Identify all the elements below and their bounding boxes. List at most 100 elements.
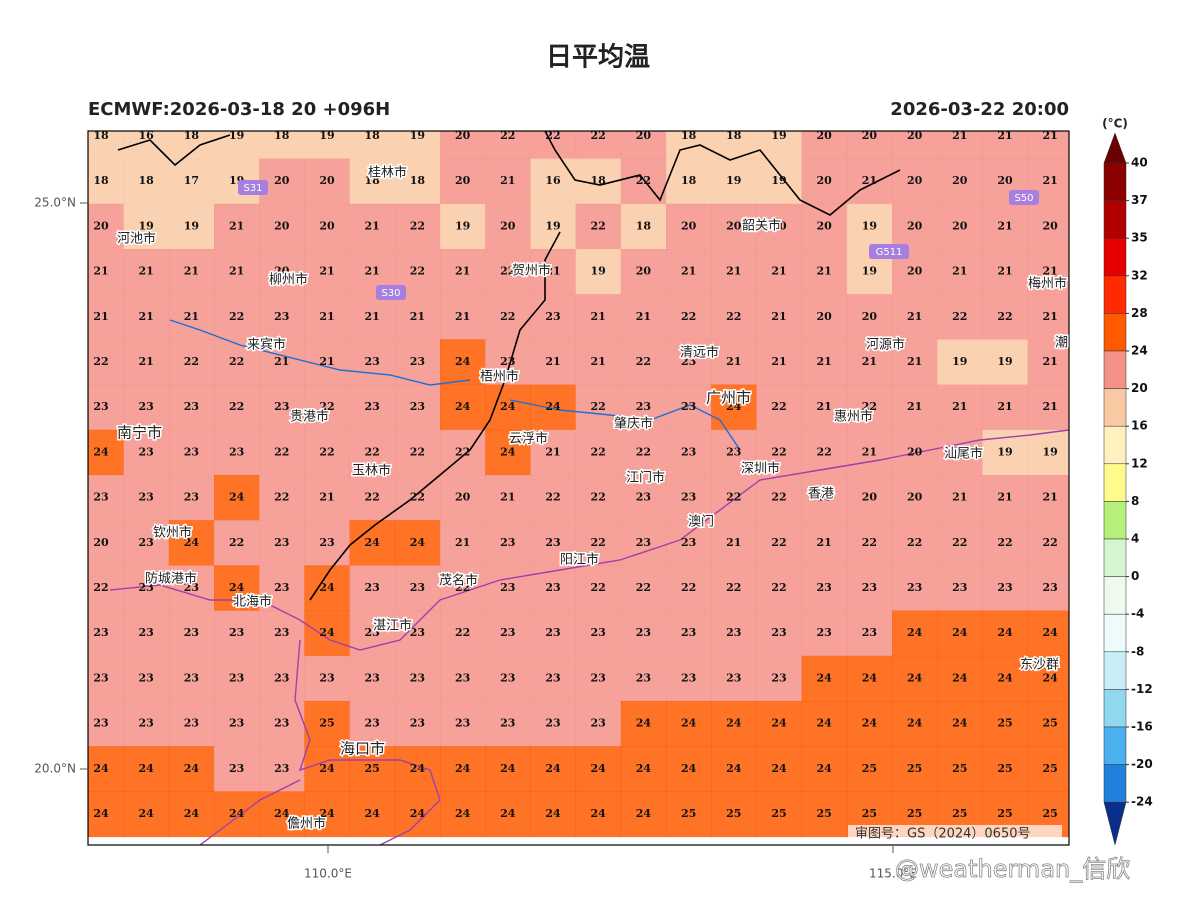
grid-value: 22 (500, 310, 515, 323)
grid-value: 21 (681, 265, 696, 278)
field-cell (666, 520, 712, 566)
field-cell (575, 384, 622, 431)
field-cell (575, 429, 622, 476)
road-shield (869, 244, 909, 259)
grid-value: 23 (952, 581, 967, 594)
field-cell (485, 384, 531, 431)
grid-value: 23 (319, 671, 334, 684)
field-cell (88, 701, 125, 747)
colorbar-top (1103, 132, 1127, 164)
grid-value: 22 (229, 355, 244, 368)
grid-value: 21 (500, 491, 515, 504)
field-cell (485, 249, 531, 295)
grid-value: 23 (93, 491, 108, 504)
grid-value: 22 (952, 310, 967, 323)
grid-value: 21 (726, 536, 741, 549)
grid-value: 21 (862, 445, 877, 458)
grid-value: 19 (139, 219, 154, 232)
field-cell (1027, 475, 1069, 521)
grid-value: 22 (184, 355, 199, 368)
field-cell (937, 746, 983, 792)
grid-value: 22 (591, 491, 606, 504)
grid-value: 23 (636, 671, 651, 684)
grid-value: 22 (365, 445, 380, 458)
field-cell (711, 475, 757, 521)
field-cell (575, 339, 622, 386)
grid-value: 22 (862, 536, 877, 549)
field-cell (214, 655, 260, 702)
field-cell (666, 475, 712, 521)
grid-value: 25 (1043, 807, 1058, 820)
field-cell (530, 339, 577, 386)
field-cell (168, 429, 215, 476)
field-cell (485, 610, 531, 657)
grid-value: 19 (771, 174, 786, 187)
grid-value: 22 (681, 581, 696, 594)
grid-value: 24 (500, 762, 516, 775)
grid-value: 21 (365, 310, 380, 323)
field-cell (394, 655, 441, 702)
grid-value: 25 (817, 807, 832, 820)
field-cell (620, 249, 667, 295)
field-cell (214, 294, 260, 340)
grid-value: 20 (817, 174, 833, 187)
grid-value: 24 (636, 717, 652, 730)
grid-value: 24 (229, 581, 245, 594)
field-cell (485, 791, 531, 838)
grid-value: 20 (636, 265, 652, 278)
grid-value: 23 (545, 310, 560, 323)
grid-value: 24 (410, 807, 426, 820)
field-cell (530, 655, 577, 702)
temperature-field (88, 131, 1069, 838)
grid-value: 23 (545, 671, 560, 684)
field-cell (982, 339, 1029, 386)
field-cell (168, 131, 215, 160)
field-cell (530, 701, 577, 747)
colorbar-band (1103, 313, 1127, 352)
grid-value: 21 (319, 265, 334, 278)
grid-value: 23 (139, 581, 154, 594)
field-cell (88, 475, 125, 521)
road-shield (376, 285, 406, 300)
field-cell (620, 294, 667, 340)
grid-value: 19 (184, 219, 199, 232)
grid-value: 24 (500, 445, 516, 458)
field-cell (937, 384, 983, 431)
field-cell (259, 429, 305, 476)
field-cell (892, 475, 938, 521)
city-label: 河池市 (117, 231, 156, 247)
grid-value: 24 (500, 807, 516, 820)
colorbar-unit: (°C) (1102, 117, 1128, 131)
field-cell (892, 610, 938, 657)
field-cell (982, 565, 1029, 612)
field-cell (982, 746, 1029, 792)
grid-value: 22 (591, 400, 606, 413)
city-label: 深圳市 (741, 461, 780, 477)
grid-value: 21 (591, 310, 606, 323)
field-cell (304, 249, 351, 295)
field-cell (801, 339, 848, 386)
grid-value: 18 (93, 174, 109, 187)
field-cell (349, 203, 396, 250)
field-cell (485, 746, 531, 792)
grid-value: 24 (139, 807, 155, 820)
grid-value: 23 (500, 626, 515, 639)
field-cell (394, 158, 441, 205)
grid-value: 23 (274, 717, 289, 730)
field-cell (214, 131, 260, 160)
grid-value: 24 (319, 626, 335, 639)
field-cell (666, 384, 712, 431)
grid-value: 19 (997, 355, 1012, 368)
city-label: 儋州市 (287, 816, 326, 832)
field-cell (801, 249, 848, 295)
grid-value: 22 (726, 491, 741, 504)
field-cell (575, 294, 622, 340)
colorbar-label: -4 (1131, 607, 1144, 621)
subtitle-left: ECMWF:2026-03-18 20 +096H (88, 99, 390, 120)
city-label: 肇庆市 (614, 416, 653, 432)
field-cell (801, 520, 848, 566)
field-cell (349, 384, 396, 431)
grid-value: 24 (681, 762, 697, 775)
field-cell (485, 429, 531, 476)
